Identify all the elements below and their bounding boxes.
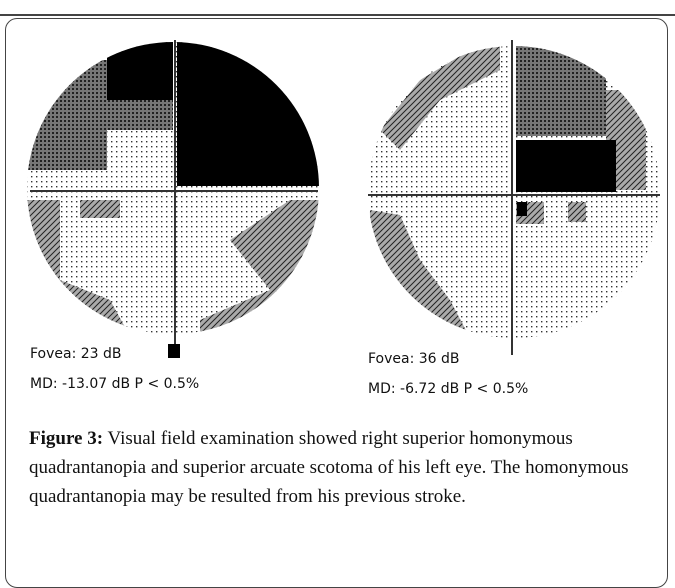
- fovea-label: Fovea: 23 dB: [30, 346, 122, 362]
- fovea-label: Fovea: 36 dB: [368, 351, 460, 367]
- visual-fields: Fovea: 23 dB MD: -13.07 dB P < 0.5% Fove…: [0, 0, 675, 420]
- md-label: MD: -13.07 dB P < 0.5%: [30, 376, 199, 392]
- right-field: [368, 46, 660, 338]
- caption-text: Visual field examination showed right su…: [29, 428, 629, 507]
- caption-label: Figure 3:: [29, 428, 103, 449]
- page: Fovea: 23 dB MD: -13.07 dB P < 0.5% Fove…: [0, 0, 675, 579]
- caption: Figure 3: Visual field examination showe…: [29, 424, 639, 511]
- md-label: MD: -6.72 dB P < 0.5%: [368, 381, 528, 397]
